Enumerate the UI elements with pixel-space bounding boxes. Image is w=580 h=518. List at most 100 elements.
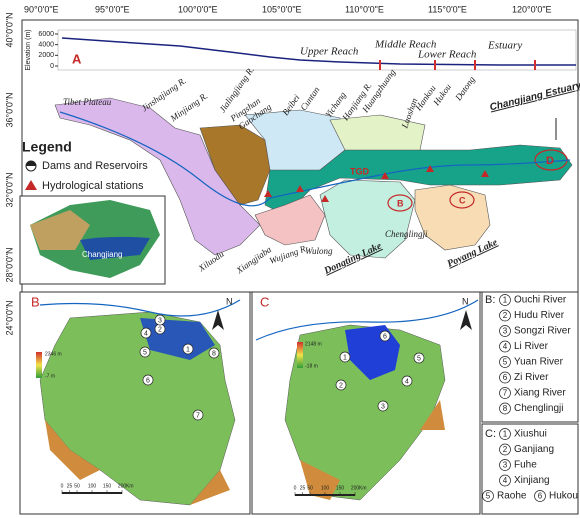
list-item: Chenglingji	[514, 403, 563, 414]
inset-label: Changjiang	[82, 250, 122, 259]
number-circle	[499, 356, 511, 368]
list-title: B:	[485, 294, 495, 306]
number-label: 6	[383, 333, 387, 340]
number-label: 6	[503, 373, 508, 382]
reach-label: Lower Reach	[417, 49, 477, 61]
scale-label: 200	[351, 485, 360, 491]
number-circle	[182, 343, 194, 355]
place-label: Wulong	[305, 246, 333, 256]
number-label: 1	[186, 346, 190, 353]
number-label: 2	[339, 382, 343, 389]
list-b-frame	[481, 291, 579, 423]
elevation-tick-label: 2000	[38, 52, 54, 59]
scale-unit: Km	[126, 483, 134, 489]
legend-title: Legend	[22, 139, 72, 155]
lat-label: 40°0'0"N	[4, 12, 14, 47]
reach-label: Upper Reach	[300, 46, 359, 58]
legend-item: Hydrological stations	[42, 180, 144, 192]
elev-bar-c	[297, 342, 303, 368]
inset-basin	[80, 236, 150, 260]
lat-label: 32°0'0"N	[4, 172, 14, 207]
lat-label: 36°0'0"N	[4, 92, 14, 127]
number-label: 4	[405, 378, 409, 385]
number-circle	[499, 371, 511, 384]
number-circle	[335, 379, 347, 391]
lon-label: 100°0'0"E	[178, 4, 218, 14]
lon-label: 105°0'0"E	[262, 4, 302, 14]
list-item: Songzi River	[514, 326, 571, 337]
station-icon	[25, 180, 37, 190]
number-circle	[499, 459, 511, 471]
b-circle	[387, 194, 413, 212]
list-title: C:	[485, 428, 496, 440]
number-circle	[499, 294, 511, 306]
number-label: 8	[212, 350, 216, 357]
number-circle	[192, 409, 204, 421]
north-label: N	[462, 296, 469, 306]
tgd-label: TGD	[350, 166, 369, 176]
yangtze-river	[59, 111, 571, 207]
lon-label: 120°0'0"E	[512, 4, 552, 14]
elevation-label: Elevation (m)	[25, 29, 32, 70]
elevation-ticks: 6000 4000 2000 0	[38, 31, 58, 70]
number-label: 5	[417, 355, 421, 362]
number-circle	[499, 309, 511, 322]
number-label: 3	[503, 461, 508, 470]
scale-label: 0	[294, 485, 297, 491]
scale-label: 0	[61, 483, 64, 489]
north-arrow	[212, 310, 224, 330]
number-label: 8	[503, 404, 508, 413]
number-label: 3	[503, 327, 508, 336]
profile-frame	[57, 29, 577, 71]
number-label: 6	[146, 377, 150, 384]
wujiang-basin	[254, 194, 326, 246]
number-label: 2	[158, 326, 162, 333]
panel-label: B	[31, 294, 40, 309]
list-item: Li River	[514, 341, 549, 352]
scale-label: 50	[74, 483, 80, 489]
station	[321, 195, 329, 202]
number-label: 1	[503, 296, 508, 305]
number-circle	[401, 375, 413, 387]
number-label: 6	[538, 492, 543, 501]
number-circle	[499, 474, 511, 487]
number-circle	[142, 374, 154, 386]
scale-label: 150	[336, 485, 345, 491]
minjiang-basin	[199, 124, 271, 206]
number-label: 1	[343, 354, 347, 361]
number-circle	[499, 428, 511, 440]
number-label: 7	[503, 389, 508, 398]
c-marker: C	[459, 195, 466, 205]
scale-bar: 0 25 50 100 150 200 Km	[61, 483, 134, 494]
number-label: 3	[381, 403, 385, 410]
map-numbers: 1 2 3 4 5 6	[335, 330, 425, 412]
legend-item: Dams and Reservoirs	[42, 160, 148, 172]
number-label: 5	[486, 492, 491, 501]
poyang-terrain	[284, 324, 446, 501]
number-circle	[413, 352, 425, 364]
reach-label: Middle Reach	[374, 39, 437, 51]
number-label: 3	[158, 317, 162, 324]
station	[381, 172, 389, 179]
river-b	[39, 299, 241, 317]
number-circle	[499, 402, 511, 415]
list-item: Xiang River	[514, 388, 566, 399]
lon-label: 115°0'0"E	[428, 4, 467, 14]
river-list: 1 Ouchi River 2 Hudu River 3 Songzi River 4 Li …	[482, 294, 578, 502]
scale-unit: Km	[359, 485, 367, 491]
number-circle	[339, 351, 351, 363]
dam-icon	[26, 161, 36, 166]
reach-ticks	[379, 60, 536, 70]
station	[426, 165, 434, 172]
dongting-basin	[319, 179, 416, 259]
lat-label: 24°0'0"N	[4, 300, 14, 335]
number-circle	[482, 490, 494, 502]
scale-bar: 0 25 50 100 150 200 Km	[294, 485, 367, 496]
dam-icon-ring	[25, 160, 37, 172]
map-numbers: 1 2 3 4 5 6 7 8	[139, 314, 220, 421]
list-item: Yuan River	[514, 357, 564, 368]
list-item: Raohe	[497, 491, 527, 502]
number-circle	[154, 314, 166, 326]
list-item: Xiushui	[514, 429, 547, 440]
scale-label: 100	[321, 485, 330, 491]
